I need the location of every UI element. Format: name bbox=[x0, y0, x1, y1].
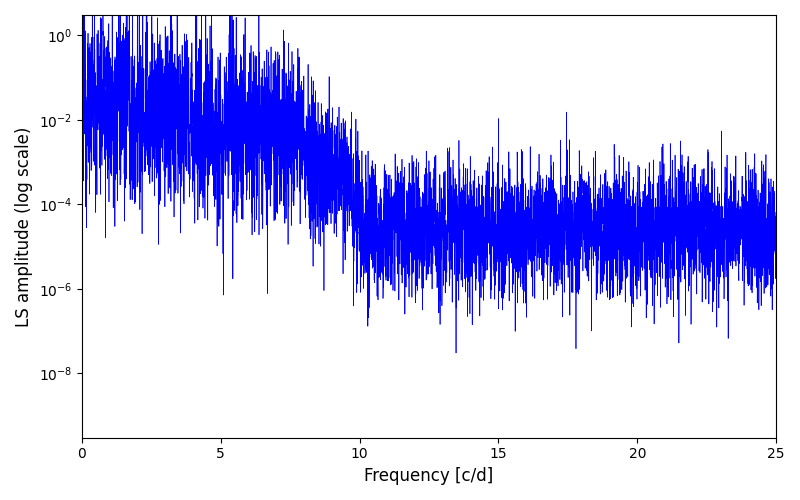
X-axis label: Frequency [c/d]: Frequency [c/d] bbox=[364, 467, 494, 485]
Y-axis label: LS amplitude (log scale): LS amplitude (log scale) bbox=[15, 126, 33, 326]
